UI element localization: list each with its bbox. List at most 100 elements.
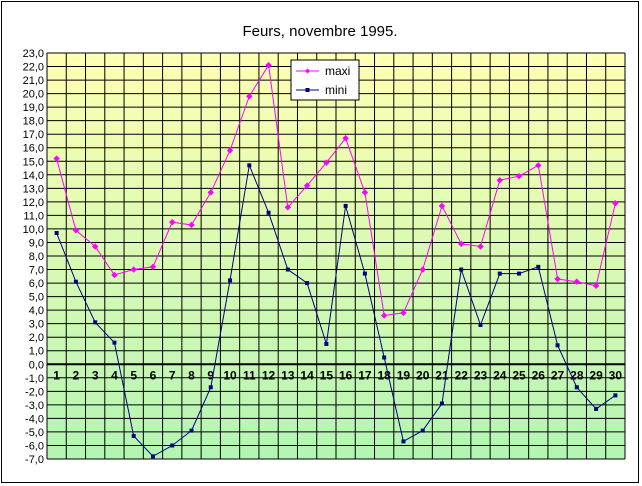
data-point [594, 406, 599, 411]
data-point [170, 443, 175, 448]
y-tick-label: 19,0 [23, 102, 44, 114]
data-point [323, 159, 330, 166]
data-point [497, 271, 502, 276]
data-point [478, 323, 483, 328]
data-point [266, 210, 271, 215]
x-tick-label: 16 [339, 368, 353, 382]
data-point [265, 61, 272, 69]
x-tick-label: 12 [262, 368, 276, 382]
data-point [169, 218, 176, 226]
series-mini [54, 163, 618, 459]
data-point [150, 454, 155, 459]
data-point [188, 221, 195, 229]
y-tick-label: 23,0 [23, 48, 44, 60]
data-point [226, 147, 234, 154]
y-tick-label: -4,0 [25, 413, 44, 425]
data-point [208, 385, 213, 390]
y-tick-label: 22,0 [23, 62, 44, 74]
x-tick-label: 6 [150, 368, 157, 382]
legend-label: mini [325, 83, 347, 97]
data-point [612, 200, 619, 207]
y-tick-label: 9,0 [29, 237, 44, 249]
y-tick-label: -6,0 [25, 440, 44, 452]
x-tick-label: 8 [188, 368, 195, 382]
x-tick-label: 25 [512, 368, 526, 382]
legend: maxi mini [290, 59, 360, 101]
x-tick-label: 26 [532, 368, 546, 382]
x-tick-label: 1 [53, 368, 60, 382]
data-point [111, 271, 118, 279]
data-point [574, 385, 579, 390]
data-point [555, 343, 560, 348]
y-tick-label: 4,0 [29, 305, 44, 317]
x-tick-label: 11 [243, 368, 256, 382]
y-tick-label: 20,0 [23, 89, 44, 101]
series-maxi [53, 61, 619, 319]
legend-marker [305, 88, 310, 92]
data-point [72, 227, 80, 234]
x-tick-label: 9 [207, 368, 214, 382]
data-point [324, 341, 329, 346]
y-tick-label: 12,0 [23, 197, 44, 209]
data-point [73, 279, 78, 284]
data-point [284, 204, 292, 211]
data-point [613, 393, 618, 398]
x-tick-label: 19 [397, 368, 411, 382]
y-tick-label: -2,0 [25, 386, 44, 398]
data-point [459, 267, 464, 272]
data-point [438, 202, 446, 210]
x-axis-ticks: 1 2 3 4 5 6 7 8 9 10 11 12 13 14 15 16 17 18 19 20 21 22 23 24 2… [53, 368, 622, 382]
data-point [382, 355, 387, 360]
data-point [246, 93, 253, 100]
y-tick-label: 2,0 [29, 332, 44, 344]
data-point [380, 312, 388, 319]
data-point [189, 428, 194, 433]
y-tick-label: -7,0 [25, 454, 44, 466]
legend-box [290, 59, 360, 101]
y-tick-label: 10,0 [23, 224, 44, 236]
y-tick-label: 21,0 [23, 75, 44, 87]
data-point [439, 401, 444, 406]
x-tick-label: 30 [609, 368, 623, 382]
data-point [592, 282, 600, 289]
data-point [458, 240, 465, 248]
data-point [400, 309, 407, 317]
data-point [477, 243, 484, 250]
data-point [247, 163, 252, 168]
data-point [362, 271, 367, 276]
x-tick-label: 22 [455, 368, 469, 382]
series-line-maxi [56, 63, 616, 317]
data-point [303, 182, 311, 189]
series [53, 61, 619, 459]
data-point [342, 135, 349, 142]
data-point [91, 243, 99, 250]
x-tick-label: 14 [300, 368, 314, 382]
y-tick-label: 15,0 [23, 156, 44, 168]
data-point [536, 264, 541, 269]
data-point [515, 172, 523, 180]
data-point [535, 162, 542, 169]
y-tick-label: 0,0 [29, 359, 44, 371]
x-tick-label: 4 [111, 368, 118, 382]
x-tick-label: 24 [493, 368, 507, 382]
data-point [112, 340, 117, 345]
data-point [131, 433, 136, 438]
x-tick-label: 27 [551, 368, 565, 382]
data-point [53, 155, 60, 162]
y-tick-label: 1,0 [29, 346, 44, 358]
y-tick-label: 18,0 [23, 116, 44, 128]
y-tick-label: -3,0 [25, 400, 44, 412]
y-tick-label: 8,0 [29, 251, 44, 263]
data-point [54, 230, 59, 235]
chart-title: Feurs, novembre 1995. [242, 23, 397, 40]
x-tick-label: 17 [358, 368, 372, 382]
legend-item-maxi: maxi [296, 64, 350, 78]
x-tick-label: 7 [169, 368, 176, 382]
series-line-mini [56, 163, 616, 457]
data-point [496, 177, 503, 184]
y-tick-label: -1,0 [25, 373, 44, 385]
legend-marker [305, 68, 310, 74]
data-point [149, 263, 157, 271]
x-tick-label: 15 [320, 368, 334, 382]
